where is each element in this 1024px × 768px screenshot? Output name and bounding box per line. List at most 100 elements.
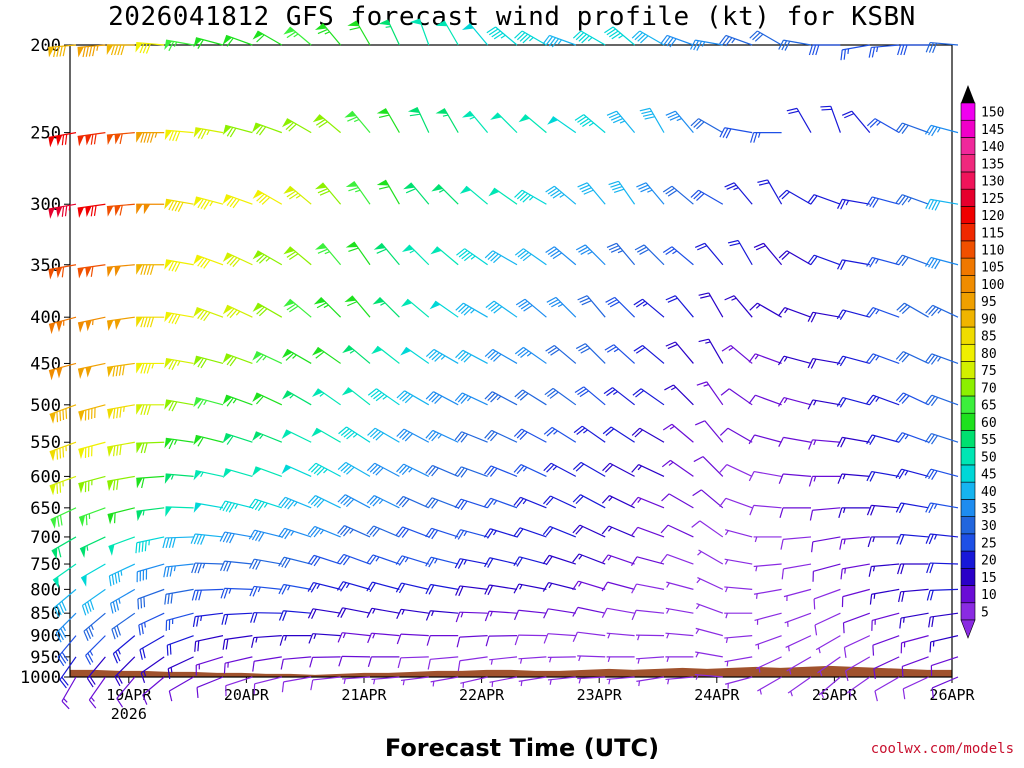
colorbar-swatch (960, 206, 976, 224)
wind-barb-300-18 (136, 203, 165, 215)
wind-barb-450-156 (807, 357, 841, 369)
wind-barb-800-42 (249, 585, 282, 597)
colorbar-label-25: 25 (981, 536, 997, 551)
wind-barb-400-126 (665, 295, 694, 318)
x-tick-label-21APR: 21APR (341, 686, 387, 704)
wind-barb-650-108 (572, 494, 606, 509)
wind-barb-950-18 (140, 656, 165, 684)
credit-link[interactable]: coolwx.com/models (870, 741, 1014, 757)
wind-barb-850-48 (278, 610, 312, 621)
wind-barb-200-150 (778, 39, 812, 51)
wind-barb-250-132 (690, 118, 724, 134)
wind-barb-550-0 (49, 441, 77, 462)
wind-barb-250-126 (665, 110, 694, 134)
wind-barb-700-18 (135, 536, 165, 554)
wind-barb-200-156 (808, 44, 841, 56)
wind-barb-300-180 (925, 198, 959, 211)
wind-barb-250-180 (924, 124, 959, 137)
wind-barb-300-150 (778, 189, 812, 205)
colorbar-swatch (960, 292, 976, 311)
wind-barb-800-114 (601, 581, 635, 592)
wind-barb-550-12 (107, 441, 135, 457)
wind-barb-400-114 (605, 296, 636, 318)
wind-barb-650-174 (895, 502, 929, 514)
wind-barb-850-180 (928, 612, 959, 628)
wind-barb-450-78 (425, 348, 459, 364)
wind-barb-800-72 (395, 582, 429, 594)
wind-barb-250-48 (281, 118, 312, 134)
wind-barb-350-78 (430, 246, 459, 266)
wind-barb-350-60 (345, 241, 371, 266)
wind-barb-500-54 (311, 388, 341, 406)
wind-barb-750-120 (630, 556, 665, 566)
wind-barb-950-6 (86, 656, 106, 688)
wind-barb-550-36 (222, 433, 253, 445)
wind-barb-850-126 (665, 607, 694, 614)
wind-barb-500-132 (696, 381, 724, 406)
wind-barb-650-84 (454, 498, 488, 511)
wind-barb-250-42 (252, 122, 283, 136)
wind-barb-250-108 (574, 114, 606, 134)
wind-barb-450-102 (545, 344, 577, 364)
wind-barb-750-114 (601, 554, 635, 565)
wind-barb-200-12 (106, 44, 135, 56)
wind-barb-800-90 (484, 584, 518, 596)
wind-barb-500-6 (78, 404, 106, 422)
wind-barb-250-84 (461, 110, 489, 134)
wind-barb-400-132 (698, 292, 724, 318)
colorbar-label-130: 130 (981, 175, 1004, 190)
wind-barb-250-54 (312, 114, 341, 134)
wind-barb-900-168 (872, 635, 900, 656)
wind-barb-200-132 (689, 39, 723, 51)
wind-barb-950-180 (930, 656, 959, 676)
wind-barb-200-90 (486, 26, 518, 46)
wind-barb-400-138 (724, 295, 753, 318)
wind-barb-650-102 (543, 495, 577, 509)
wind-barb-350-30 (193, 254, 224, 269)
colorbar-label-125: 125 (981, 192, 1004, 207)
wind-barb-750-132 (697, 549, 724, 565)
wind-barb-600-174 (895, 468, 929, 480)
colorbar-label-110: 110 (981, 243, 1004, 258)
wind-barb-700-78 (425, 527, 459, 540)
wind-barb-300-48 (283, 185, 312, 205)
wind-barb-900-90 (485, 635, 518, 647)
wind-barb-750-150 (781, 563, 812, 580)
wind-barb-800-180 (926, 588, 959, 601)
wind-barb-300-78 (431, 183, 459, 205)
wind-barb-550-90 (484, 429, 518, 443)
wind-barb-300-36 (222, 194, 253, 209)
wind-barb-950-48 (280, 656, 312, 670)
wind-barb-900-108 (572, 631, 606, 643)
wind-barb-750-174 (897, 563, 929, 575)
wind-barb-250-120 (639, 107, 665, 133)
wind-barb-500-150 (777, 396, 812, 407)
y-tick-label-250: 250 (30, 124, 61, 144)
wind-barb-750-12 (108, 563, 136, 587)
wind-barb-400-54 (313, 296, 342, 318)
wind-barb-850-96 (513, 609, 547, 621)
wind-barb-850-168 (871, 612, 900, 631)
wind-barb-400-78 (429, 300, 459, 318)
wind-barb-550-126 (662, 423, 694, 443)
wind-barb-500-90 (484, 391, 518, 406)
wind-barb-950-60 (338, 655, 371, 667)
wind-barb-400-144 (749, 302, 782, 318)
wind-barbs (48, 18, 959, 710)
colorbar-label-35: 35 (981, 502, 997, 517)
wind-barb-700-138 (724, 529, 753, 538)
wind-barb-350-132 (694, 242, 724, 266)
wind-barb-400-102 (546, 296, 577, 318)
wind-barb-250-12 (106, 132, 135, 146)
wind-barb-850-156 (814, 612, 841, 636)
wind-barb-900-18 (139, 635, 165, 660)
wind-barb-450-114 (604, 344, 636, 364)
wind-barb-1000-0 (61, 676, 77, 710)
wind-barb-650-54 (307, 495, 341, 509)
wind-barb-250-114 (606, 110, 636, 134)
wind-barb-1000-60 (342, 676, 371, 684)
wind-barb-750-126 (660, 553, 694, 565)
wind-barb-650-138 (719, 497, 753, 509)
wind-barb-700-126 (660, 524, 694, 538)
wind-barb-900-42 (250, 635, 282, 648)
